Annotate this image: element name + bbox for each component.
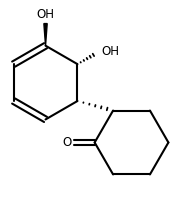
Text: O: O [62, 136, 71, 149]
Text: OH: OH [101, 45, 119, 58]
Text: OH: OH [37, 8, 55, 21]
Polygon shape [44, 24, 47, 46]
